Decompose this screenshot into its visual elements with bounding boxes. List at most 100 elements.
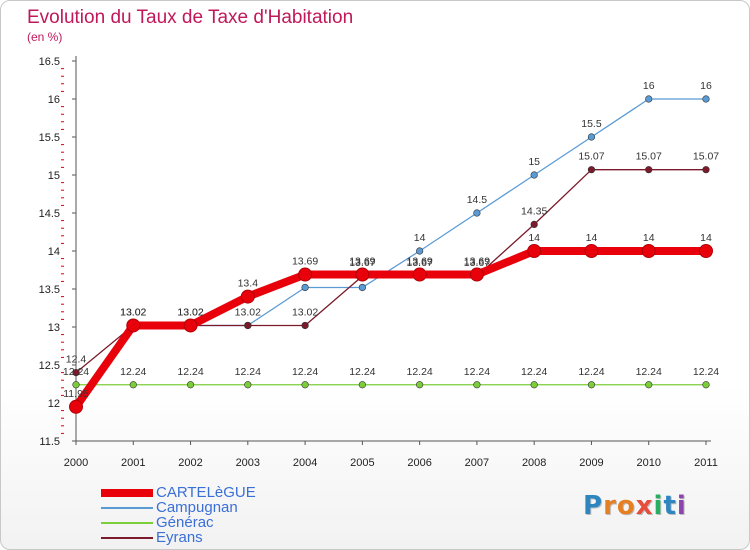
data-point <box>469 267 484 282</box>
data-label: 15.07 <box>636 151 662 163</box>
data-point <box>702 95 710 103</box>
data-label: 13.02 <box>177 306 203 318</box>
data-point <box>587 381 596 389</box>
data-label: 14.5 <box>467 194 488 206</box>
legend-swatch <box>101 500 153 515</box>
data-label: 12.24 <box>464 366 490 378</box>
x-tick-label: 2009 <box>579 457 603 469</box>
data-point <box>72 381 80 389</box>
data-point <box>473 209 481 217</box>
data-label: 13.02 <box>292 306 318 318</box>
data-point <box>129 381 137 389</box>
data-label: 14 <box>643 232 655 244</box>
data-point <box>416 381 424 389</box>
data-point <box>298 267 313 282</box>
data-label: 14 <box>414 232 426 244</box>
data-label: 12.24 <box>349 366 375 378</box>
data-label: 13.69 <box>292 256 318 268</box>
legend-label: CARTELèGUE <box>156 484 256 501</box>
data-label: 12.24 <box>63 366 89 378</box>
data-point <box>301 321 309 330</box>
x-tick-label: 2005 <box>350 457 374 469</box>
data-point <box>645 95 653 103</box>
x-tick-label: 2011 <box>694 457 718 469</box>
data-label: 12.24 <box>177 366 203 378</box>
data-point <box>416 247 424 255</box>
data-label: 13.02 <box>235 306 261 318</box>
data-label: 12.24 <box>235 366 261 378</box>
data-label: 12.24 <box>636 366 662 378</box>
y-tick-label: 16 <box>48 94 60 106</box>
data-point <box>301 381 309 389</box>
x-tick-label: 2006 <box>407 457 431 469</box>
chart-title: Evolution du Taux de Taxe d'Habitation <box>27 7 354 28</box>
data-point <box>355 267 370 282</box>
data-point <box>69 399 83 414</box>
y-tick-label: 15 <box>48 170 60 182</box>
data-point <box>183 318 198 333</box>
x-tick-label: 2007 <box>465 457 489 469</box>
y-tick-label: 12.5 <box>39 360 60 372</box>
data-point <box>358 283 366 292</box>
data-label: 13.67 <box>349 257 375 269</box>
data-point <box>186 381 195 389</box>
data-label: 12.24 <box>292 366 318 378</box>
y-tick-label: 14 <box>48 246 60 258</box>
data-label: 15.07 <box>578 151 604 163</box>
data-label: 14 <box>528 232 540 244</box>
data-point <box>358 381 366 389</box>
data-label: 16 <box>700 80 712 92</box>
data-label: 14.35 <box>521 205 547 217</box>
data-point <box>641 244 656 258</box>
data-label: 13.69 <box>406 256 432 268</box>
data-label: 13.69 <box>349 256 375 268</box>
chart-unit: (en %) <box>27 30 63 44</box>
data-label: 15 <box>528 156 540 168</box>
data-point <box>240 289 255 304</box>
y-tick-label: 14.5 <box>39 208 60 220</box>
data-point <box>587 133 596 141</box>
data-label: 13.67 <box>406 257 432 269</box>
legend-swatch <box>101 515 153 530</box>
data-point <box>530 220 538 228</box>
data-point <box>473 381 481 389</box>
legend-swatch <box>101 530 153 545</box>
data-point <box>699 244 713 258</box>
x-tick-label: 2003 <box>236 457 260 469</box>
legend-swatch <box>101 485 153 500</box>
x-tick-label: 2000 <box>64 457 88 469</box>
data-point <box>126 318 141 333</box>
legend-label: Générac <box>156 514 214 531</box>
data-label: 13.69 <box>464 256 490 268</box>
data-point <box>530 171 538 179</box>
series-line-0 <box>72 247 710 411</box>
data-label: 11.95 <box>63 388 89 400</box>
data-label: 12.24 <box>406 366 432 378</box>
data-point <box>702 166 710 174</box>
data-point <box>412 267 427 282</box>
legend-label: Eyrans <box>156 529 203 546</box>
data-point <box>645 166 653 174</box>
x-tick-label: 2004 <box>293 457 317 469</box>
data-point <box>527 244 542 258</box>
x-tick-label: 2002 <box>178 457 202 469</box>
data-point <box>244 321 252 330</box>
data-label: 15.07 <box>693 151 719 163</box>
data-label: 13.02 <box>120 306 146 318</box>
data-point <box>645 381 653 389</box>
y-tick-label: 13.5 <box>39 284 60 296</box>
data-point <box>301 283 309 292</box>
data-label: 13.02 <box>177 306 203 318</box>
y-tick-label: 13 <box>48 322 60 334</box>
data-point <box>72 369 80 377</box>
y-tick-label: 12 <box>48 398 60 410</box>
y-tick-label: 15.5 <box>39 132 60 144</box>
data-point <box>702 381 710 389</box>
data-label: 12.24 <box>120 366 146 378</box>
data-label: 12.24 <box>693 366 719 378</box>
x-tick-label: 2010 <box>636 457 660 469</box>
data-point <box>584 244 599 258</box>
data-label: 15.5 <box>581 118 602 130</box>
